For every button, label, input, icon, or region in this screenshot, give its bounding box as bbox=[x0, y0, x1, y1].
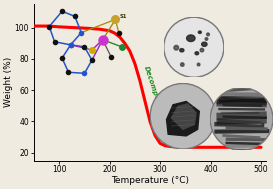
Circle shape bbox=[150, 84, 216, 149]
Circle shape bbox=[164, 17, 224, 77]
Ellipse shape bbox=[202, 42, 207, 46]
Polygon shape bbox=[167, 101, 199, 136]
Text: Decomposition: Decomposition bbox=[143, 65, 167, 122]
Circle shape bbox=[207, 33, 209, 36]
X-axis label: Temperature (°C): Temperature (°C) bbox=[111, 176, 189, 185]
Circle shape bbox=[151, 84, 215, 148]
Circle shape bbox=[211, 89, 272, 149]
Circle shape bbox=[164, 17, 224, 77]
Ellipse shape bbox=[198, 31, 201, 33]
Y-axis label: Weight (%): Weight (%) bbox=[4, 57, 13, 108]
Circle shape bbox=[174, 45, 179, 50]
Circle shape bbox=[197, 63, 200, 66]
Circle shape bbox=[180, 63, 184, 66]
Ellipse shape bbox=[195, 52, 199, 55]
Ellipse shape bbox=[187, 35, 195, 42]
Circle shape bbox=[205, 38, 208, 40]
Polygon shape bbox=[171, 104, 196, 129]
Circle shape bbox=[200, 48, 204, 52]
Circle shape bbox=[210, 88, 273, 150]
Ellipse shape bbox=[180, 49, 184, 52]
Circle shape bbox=[165, 18, 223, 76]
